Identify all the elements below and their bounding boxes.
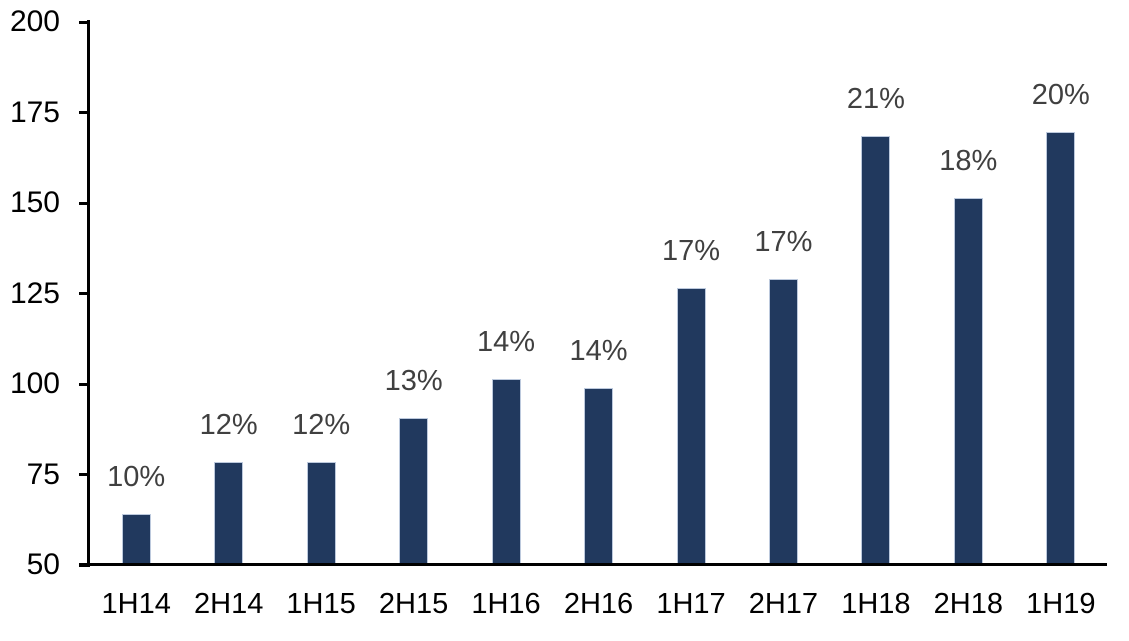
- x-axis-label: 1H18: [841, 588, 911, 620]
- y-tick-mark: [79, 473, 90, 476]
- x-axis-label: 1H19: [1026, 588, 1096, 620]
- y-tick-mark: [79, 20, 90, 24]
- bar: [491, 378, 521, 565]
- y-tick-mark: [79, 201, 90, 205]
- x-axis-label: 2H14: [194, 588, 264, 620]
- x-axis-label: 1H15: [286, 588, 356, 620]
- bar: [953, 197, 983, 565]
- bar-value-label: 20%: [1031, 79, 1090, 112]
- bar: [306, 461, 336, 565]
- bar: [214, 461, 244, 565]
- bar: [121, 514, 151, 565]
- bar-value-label: 13%: [384, 365, 443, 398]
- x-axis-label: 1H14: [101, 588, 171, 620]
- y-tick-label: 125: [9, 276, 60, 310]
- x-axis-label: 1H17: [656, 588, 726, 620]
- bar-value-label: 14%: [569, 334, 628, 367]
- bar: [1046, 132, 1076, 565]
- y-tick-mark: [79, 292, 90, 295]
- x-axis-line: [79, 562, 1107, 566]
- x-axis-label: 2H15: [378, 588, 449, 620]
- bar: [768, 279, 798, 565]
- y-tick-label: 50: [26, 548, 60, 581]
- bar-value-label: 17%: [661, 235, 721, 268]
- bar: [676, 288, 706, 565]
- y-tick-label: 150: [9, 186, 60, 219]
- bar-value-label: 17%: [754, 226, 813, 258]
- bar-value-label: 12%: [199, 408, 258, 441]
- y-tick-mark: [79, 382, 90, 386]
- x-axis-label: 2H17: [748, 588, 819, 620]
- bar-value-label: 18%: [939, 144, 998, 177]
- x-axis-label: 2H16: [563, 588, 634, 620]
- bar-value-label: 21%: [846, 83, 905, 115]
- y-tick-label: 75: [26, 457, 60, 491]
- bar-value-label: 10%: [107, 461, 166, 494]
- bar-value-label: 12%: [292, 408, 351, 441]
- y-tick-label: 200: [9, 5, 60, 38]
- y-tick-label: 175: [9, 95, 60, 129]
- bar: [584, 387, 613, 565]
- bar: [861, 136, 891, 565]
- bar: [399, 418, 429, 565]
- y-tick-mark: [79, 111, 90, 114]
- x-axis-label: 2H18: [933, 588, 1003, 620]
- x-axis-label: 1H16: [471, 588, 541, 620]
- bar-value-label: 14%: [476, 325, 536, 358]
- y-tick-label: 100: [9, 367, 60, 400]
